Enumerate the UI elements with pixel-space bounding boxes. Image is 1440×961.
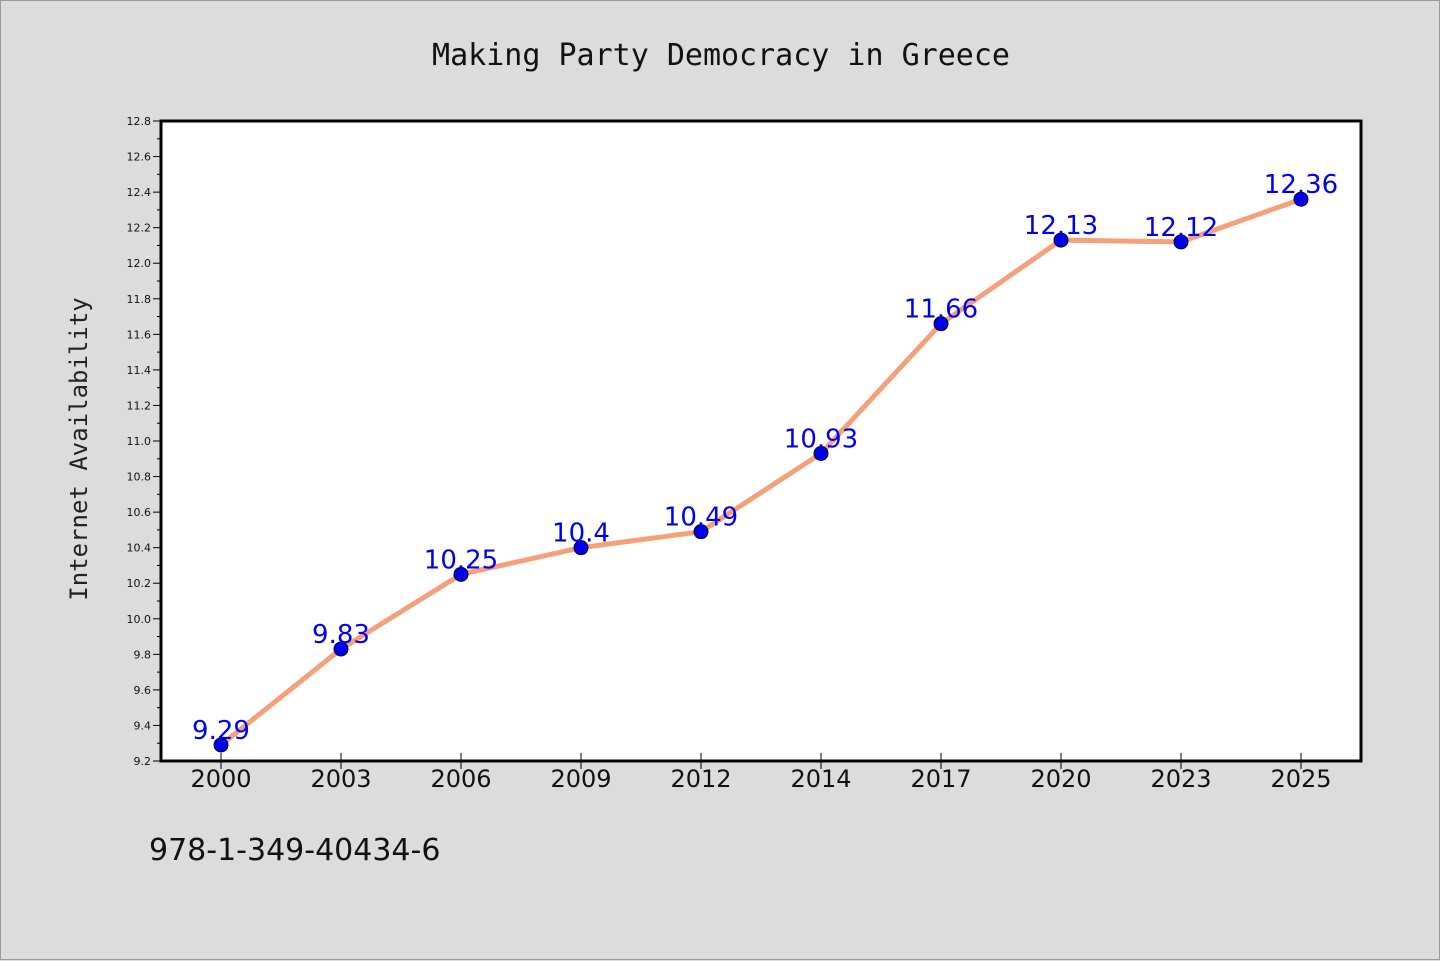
y-tick-label: 10.8	[127, 471, 152, 484]
y-tick-label: 12.2	[127, 222, 152, 235]
data-point	[693, 524, 709, 540]
data-points	[213, 191, 1309, 753]
x-tick-label: 2003	[310, 765, 371, 793]
isbn-code: 978-1-349-40434-6	[149, 833, 441, 868]
plot-area	[159, 119, 1363, 763]
data-label: 11.66	[904, 295, 978, 325]
y-tick-label: 9.8	[134, 648, 152, 661]
data-label: 10.4	[552, 519, 610, 549]
x-axis: 2000 2003 2006 2009 2012 2014 2017 2020 2023 2025	[190, 753, 1332, 793]
x-tick-label: 2020	[1030, 765, 1091, 793]
x-tick-label: 2025	[1270, 765, 1331, 793]
y-tick-label: 12.4	[127, 186, 152, 199]
data-point	[813, 445, 829, 461]
x-tick-label: 2009	[550, 765, 611, 793]
y-tick-label: 10.0	[127, 613, 152, 626]
y-axis-label: Internet Availability	[65, 297, 93, 600]
x-tick-label: 2014	[790, 765, 851, 793]
y-tick-label: 12.6	[127, 151, 152, 164]
y-tick-label: 11.0	[127, 435, 152, 448]
data-point	[1293, 191, 1309, 207]
data-label: 10.25	[424, 545, 498, 575]
y-tick-label: 11.2	[127, 399, 152, 412]
chart-title: Making Party Democracy in Greece	[432, 38, 1010, 73]
data-label: 12.36	[1264, 170, 1338, 200]
y-tick-label: 11.4	[127, 364, 152, 377]
x-tick-label: 2017	[910, 765, 971, 793]
y-tick-label: 9.6	[134, 684, 152, 697]
x-tick-label: 2012	[670, 765, 731, 793]
data-point	[933, 316, 949, 332]
data-label: 9.29	[192, 716, 250, 746]
y-tick-label: 12.0	[127, 257, 152, 270]
x-tick-label: 2023	[1150, 765, 1211, 793]
y-axis: 9.2 9.4 9.6 9.8 10.0 10.2 10.4 10.6 10.8 11.0 11.2…	[127, 115, 161, 768]
x-tick-label: 2006	[430, 765, 491, 793]
data-point	[1053, 232, 1069, 248]
x-tick-label: 2000	[190, 765, 251, 793]
series-line	[218, 196, 1304, 748]
data-point	[573, 540, 589, 556]
data-label: 12.12	[1144, 213, 1218, 243]
data-label: 12.13	[1024, 211, 1098, 241]
y-tick-label: 9.2	[134, 755, 152, 768]
data-labels: 9.29 9.83 10.25 10.4 10.49 10.93 11.66 12.13 12.…	[192, 170, 1338, 746]
data-point	[1173, 234, 1189, 250]
y-tick-label: 11.6	[127, 328, 152, 341]
y-tick-label: 9.4	[134, 719, 152, 732]
data-label: 9.83	[312, 620, 370, 650]
data-point	[453, 566, 469, 582]
data-label: 10.93	[784, 424, 858, 454]
y-tick-label: 11.8	[127, 293, 152, 306]
y-tick-label: 10.2	[127, 577, 152, 590]
data-point	[333, 641, 349, 657]
data-label: 10.49	[664, 503, 738, 533]
y-tick-label: 12.8	[127, 115, 152, 128]
y-tick-label: 10.6	[127, 506, 152, 519]
y-tick-label: 10.4	[127, 542, 152, 555]
data-point	[213, 737, 229, 753]
